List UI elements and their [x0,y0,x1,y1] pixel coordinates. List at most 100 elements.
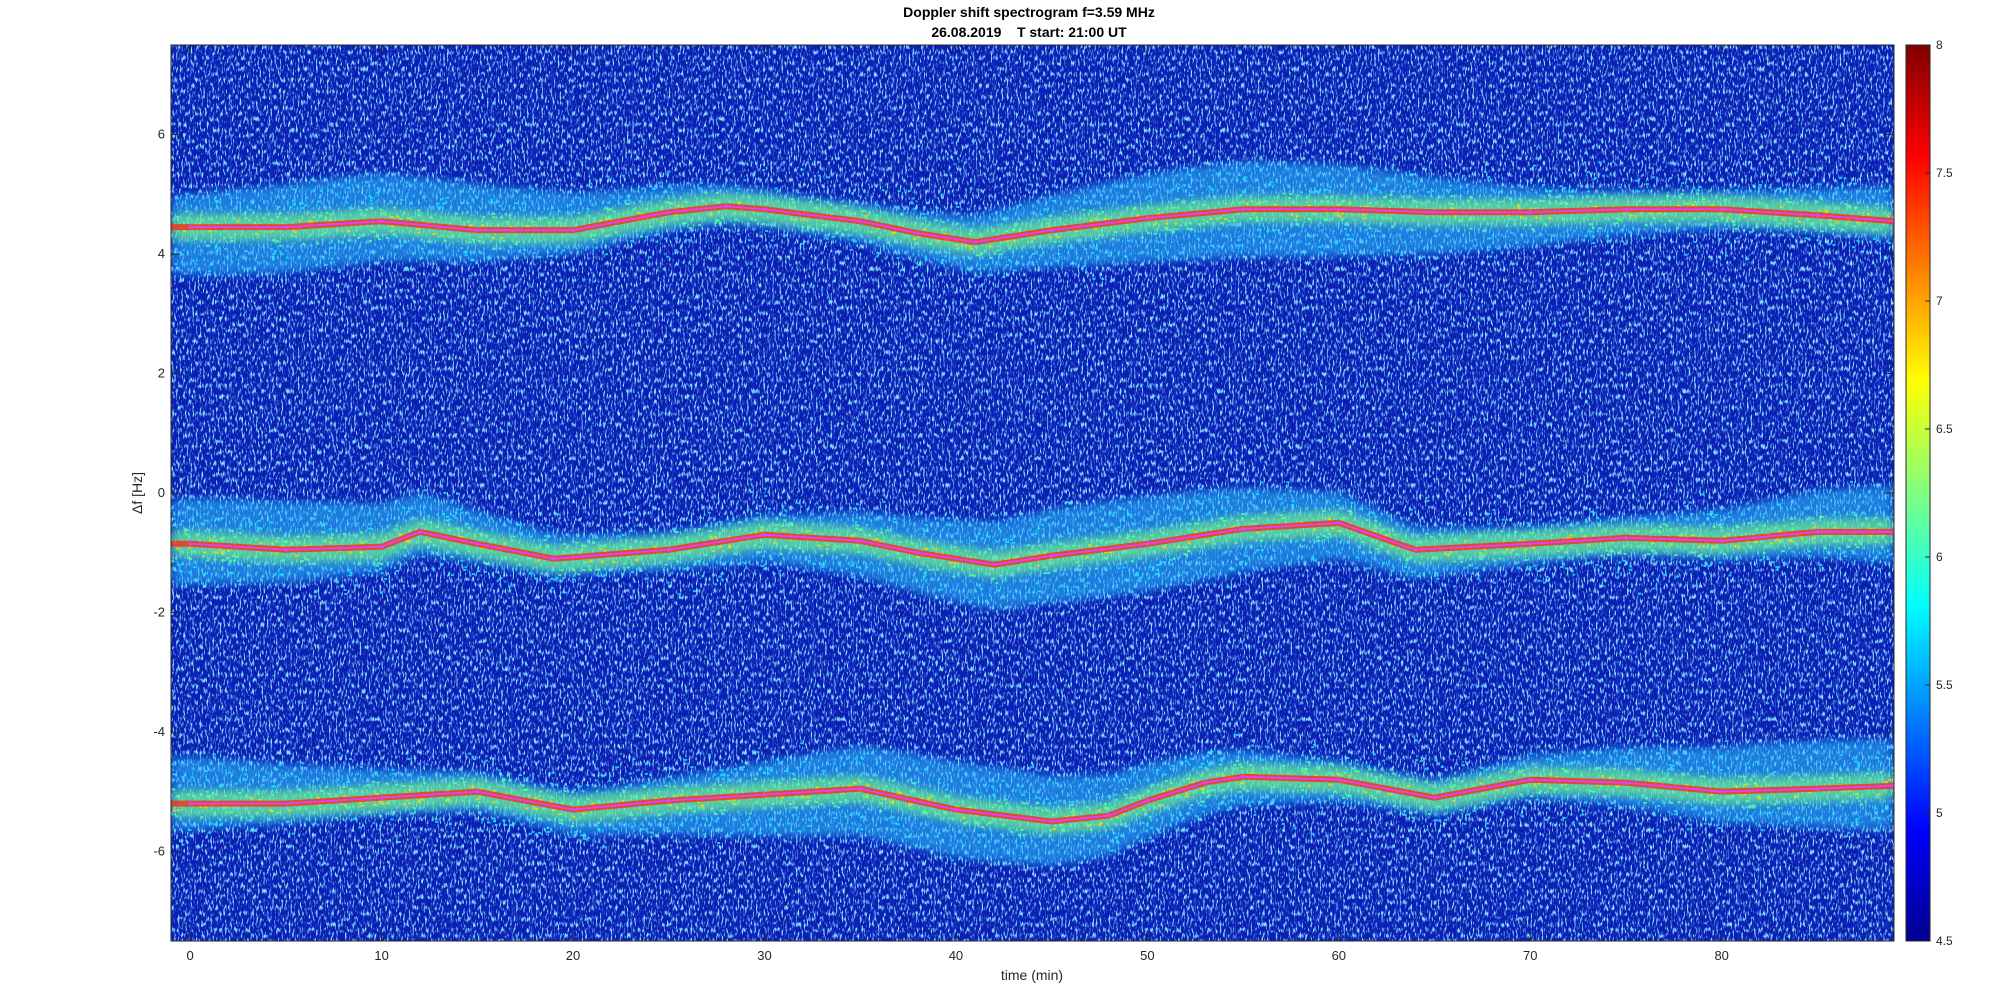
speckle [172,517,176,520]
speckle [270,542,274,545]
speckle [1691,808,1695,811]
speckle [407,217,411,220]
speckle [592,541,596,544]
speckle [626,566,630,569]
speckle [315,242,319,245]
speckle [1650,549,1654,552]
speckle [710,537,714,540]
speckle [222,536,226,539]
speckle [1259,539,1263,542]
speckle [1238,790,1242,793]
speckle [927,796,931,799]
speckle [466,202,470,205]
speckle [209,538,213,541]
speckle [344,593,348,596]
speckle [1703,822,1707,825]
speckle [708,535,712,538]
speckle [1653,814,1657,817]
speckle [1095,567,1099,570]
speckle [1084,537,1088,540]
speckle [1586,754,1590,757]
series-point [1145,216,1150,221]
speckle [508,214,512,217]
speckle [1832,540,1836,543]
speckle [526,225,530,228]
speckle [379,563,383,566]
speckle [1756,569,1760,572]
speckle [1070,810,1074,813]
speckle [743,179,747,182]
speckle [358,209,362,212]
speckle [1296,194,1300,197]
speckle [1853,511,1857,514]
speckle [816,228,820,231]
speckle [917,264,921,267]
speckle [460,559,464,562]
speckle [1766,806,1770,809]
speckle [806,802,810,805]
speckle [621,174,625,177]
speckle [543,538,547,541]
speckle [1493,559,1497,562]
speckle [982,784,986,787]
speckle [1106,806,1110,809]
speckle [654,797,658,800]
speckle [1251,744,1255,747]
speckle [1121,778,1125,781]
speckle [1033,554,1037,557]
speckle [1624,760,1628,763]
speckle [701,817,705,820]
speckle [379,814,383,817]
speckle [1478,533,1482,536]
speckle [788,803,792,806]
speckle [261,784,265,787]
speckle [1555,776,1559,779]
speckle [1110,849,1114,852]
speckle [1208,185,1212,188]
speckle [354,584,358,587]
speckle [1037,527,1041,530]
speckle [898,557,902,560]
speckle [1669,764,1673,767]
speckle [1496,247,1500,250]
speckle [1651,237,1655,240]
speckle [292,188,296,191]
speckle [1595,563,1599,566]
speckle [1043,566,1047,569]
speckle [1522,540,1526,543]
speckle [924,524,928,527]
speckle [630,826,634,829]
speckle [1156,769,1160,772]
speckle [1130,796,1134,799]
speckle [1877,568,1881,571]
speckle [991,805,995,808]
speckle [857,566,861,569]
speckle [1854,206,1858,209]
speckle [955,222,959,225]
speckle [594,246,598,249]
series-layer [171,203,1894,825]
speckle [232,554,236,557]
speckle [783,234,787,237]
speckle [329,541,333,544]
speckle [1184,760,1188,763]
speckle [549,800,553,803]
speckle [756,551,760,554]
speckle [276,811,280,814]
speckle [277,205,281,208]
speckle [1818,242,1822,245]
speckle [718,520,722,523]
speckle [1551,234,1555,237]
speckle [1673,810,1677,813]
speckle [1628,231,1632,234]
speckle [931,568,935,571]
speckle [1066,585,1070,588]
speckle [1061,584,1065,587]
speckle [1758,797,1762,800]
speckle [1775,568,1779,571]
speckle [818,544,822,547]
speckle [1190,511,1194,514]
speckle [993,252,997,255]
speckle [176,547,180,550]
speckle [1769,542,1773,545]
